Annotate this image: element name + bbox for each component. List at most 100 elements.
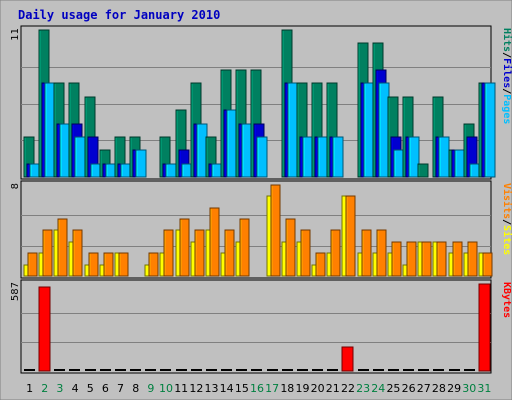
bar-visits — [72, 229, 83, 277]
bar-kbytes-zero — [251, 369, 262, 371]
bar-visits — [345, 195, 356, 277]
bar-kbytes-zero — [191, 369, 202, 371]
x-tick-label: 4 — [72, 382, 79, 395]
x-tick-label: 27 — [417, 382, 431, 395]
x-tick-label: 12 — [189, 382, 203, 395]
bar-kbytes — [478, 283, 491, 372]
bar-visits — [300, 229, 311, 277]
bar-kbytes-zero — [206, 369, 217, 371]
x-tick-label: 10 — [159, 382, 173, 395]
x-tick-label: 24 — [371, 382, 385, 395]
chart-title: Daily usage for January 2010 — [18, 8, 220, 22]
legend-separator: / — [501, 219, 512, 225]
bar-kbytes-zero — [221, 369, 232, 371]
bar-visits — [42, 229, 53, 277]
bar-visits — [209, 207, 220, 277]
bar-visits — [467, 241, 478, 277]
x-tick-label: 20 — [311, 382, 325, 395]
panel-2: 8 Visits/Sites — [10, 180, 512, 279]
y-max-label: 587 — [10, 282, 21, 301]
bar-kbytes-zero — [145, 369, 156, 371]
x-tick-label: 1 — [26, 382, 33, 395]
bar-kbytes-zero — [433, 369, 444, 371]
x-tick-label: 23 — [356, 382, 370, 395]
bar-visits — [361, 229, 372, 277]
bar-pages — [135, 149, 147, 178]
bar-kbytes-zero — [403, 369, 414, 371]
x-tick-label: 11 — [174, 382, 188, 395]
bar-visits — [103, 252, 114, 277]
bar-visits — [224, 229, 235, 277]
x-tick-label: 2 — [41, 382, 48, 395]
bar-visits — [270, 184, 281, 277]
bar-visits — [421, 241, 432, 277]
panel-frame — [20, 279, 492, 374]
legend-separator: / — [501, 52, 512, 58]
x-tick-label: 17 — [265, 382, 279, 395]
legend-visits: Visits — [501, 183, 512, 219]
bar-visits — [330, 229, 341, 277]
bar-kbytes — [341, 346, 354, 372]
bar-kbytes — [38, 286, 51, 372]
x-tick-label: 18 — [280, 382, 294, 395]
x-tick-label: 29 — [447, 382, 461, 395]
bar-kbytes-zero — [54, 369, 65, 371]
x-tick-label: 19 — [295, 382, 309, 395]
panel-legend: Visits/Sites — [501, 183, 512, 255]
legend-separator: / — [501, 88, 512, 94]
x-tick-label: 7 — [117, 382, 124, 395]
bar-visits — [239, 218, 250, 277]
bar-kbytes-zero — [327, 369, 338, 371]
bar-kbytes-zero — [236, 369, 247, 371]
bar-visits — [315, 252, 326, 277]
legend-pages: Pages — [501, 94, 512, 124]
bar-kbytes-zero — [100, 369, 111, 371]
bar-visits — [194, 229, 205, 277]
bar-kbytes-zero — [297, 369, 308, 371]
legend-sites: Sites — [501, 225, 512, 255]
bar-kbytes-zero — [24, 369, 35, 371]
bar-pages — [256, 136, 268, 178]
bar-visits — [482, 252, 493, 277]
bar-visits — [406, 241, 417, 277]
x-tick-label: 14 — [220, 382, 234, 395]
bar-visits — [285, 218, 296, 277]
x-tick-label: 3 — [56, 382, 63, 395]
bar-kbytes-zero — [358, 369, 369, 371]
x-tick-label: 22 — [341, 382, 355, 395]
bar-kbytes-zero — [388, 369, 399, 371]
bar-kbytes-zero — [115, 369, 126, 371]
bar-kbytes-zero — [69, 369, 80, 371]
bar-visits — [27, 252, 38, 277]
bar-kbytes-zero — [373, 369, 384, 371]
panel-legend: KBytes — [501, 282, 512, 318]
bar-visits — [118, 252, 129, 277]
x-tick-label: 15 — [235, 382, 249, 395]
bar-kbytes-zero — [418, 369, 429, 371]
y-max-label: 11 — [10, 28, 21, 41]
bar-visits — [163, 229, 174, 277]
x-axis-day-labels: 1 2 3 4 5 6 7 8 9 10 11 12 13 14 15 16 17 18 19 20 21 22 23 24 2… — [26, 382, 491, 395]
panel-3: 587 KBytes — [10, 279, 512, 374]
bar-visits — [88, 252, 99, 277]
x-tick-label: 31 — [477, 382, 491, 395]
legend-hits: Hits — [501, 28, 512, 52]
bar-visits — [391, 241, 402, 277]
bar-visits — [148, 252, 159, 277]
x-tick-label: 13 — [205, 382, 219, 395]
bar-kbytes-zero — [282, 369, 293, 371]
x-tick-label: 6 — [102, 382, 109, 395]
x-tick-label: 25 — [386, 382, 400, 395]
x-tick-label: 8 — [132, 382, 139, 395]
bar-kbytes-zero — [312, 369, 323, 371]
x-tick-label: 30 — [462, 382, 476, 395]
bar-kbytes-zero — [267, 369, 278, 371]
legend-kbytes: KBytes — [501, 282, 512, 318]
bar-kbytes-zero — [85, 369, 96, 371]
x-tick-label: 21 — [326, 382, 340, 395]
bar-hits — [417, 163, 429, 178]
